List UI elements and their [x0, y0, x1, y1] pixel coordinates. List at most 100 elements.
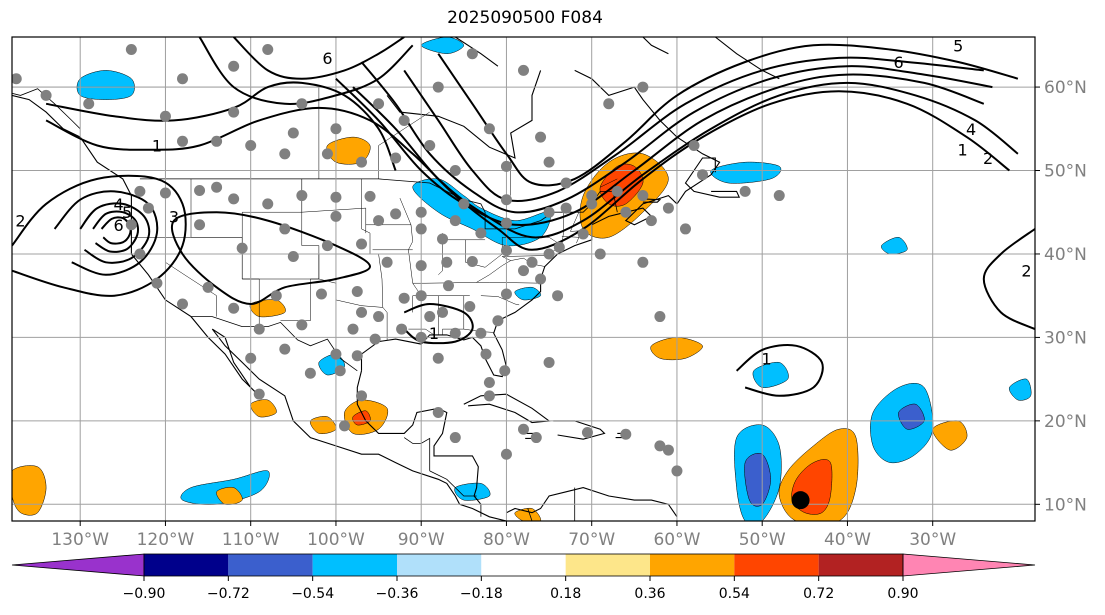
state-border	[476, 260, 511, 283]
station-dot	[202, 281, 214, 293]
station-dot	[304, 367, 316, 379]
station-dot	[586, 190, 598, 202]
storm-marker	[791, 491, 810, 510]
station-dot	[40, 89, 52, 101]
contour-label: 2	[983, 149, 993, 168]
station-dot	[535, 131, 547, 143]
station-dot	[611, 185, 623, 197]
station-dot	[560, 202, 572, 214]
station-dot	[560, 177, 572, 189]
marker-layer	[791, 491, 810, 510]
station-dot	[330, 348, 342, 360]
anomaly-region	[216, 487, 243, 505]
station-dot	[373, 215, 385, 227]
station-dot	[620, 206, 632, 218]
station-dot	[398, 292, 410, 304]
station-dot	[338, 420, 350, 432]
station-dot	[287, 127, 299, 139]
coastline	[684, 157, 741, 198]
station-dot	[194, 185, 206, 197]
station-dot	[236, 242, 248, 254]
lon-tick-label: 120°W	[137, 530, 195, 550]
station-dot	[464, 301, 476, 313]
contour-line	[403, 56, 984, 202]
station-dot	[369, 333, 381, 345]
anomaly-region	[710, 161, 782, 184]
station-dot	[211, 135, 223, 147]
colorbar-tick-label: 0.72	[803, 586, 834, 602]
map-frame	[11, 36, 1036, 522]
lat-tick-label: 30°N	[1044, 328, 1087, 348]
station-dot	[499, 365, 511, 377]
station-dot	[432, 81, 444, 93]
state-border	[408, 328, 435, 336]
station-dot	[437, 233, 449, 245]
station-dot	[279, 343, 291, 355]
station-dot	[424, 139, 436, 151]
anomaly-region	[420, 37, 465, 54]
contour-label: 3	[169, 207, 179, 226]
country-borders-layer	[12, 88, 618, 521]
station-dot	[500, 245, 512, 257]
contour-label: 4	[113, 195, 123, 214]
contour-label: 6	[322, 49, 332, 68]
contour-line	[232, 37, 405, 80]
state-border	[412, 282, 543, 284]
station-dot	[356, 156, 368, 168]
contour-label: 4	[966, 120, 976, 139]
contour-line	[79, 202, 151, 264]
country-border	[429, 470, 477, 497]
country-border	[527, 508, 533, 521]
station-dot	[356, 390, 368, 402]
country-border	[403, 437, 431, 471]
station-dot	[83, 98, 95, 110]
station-dot	[315, 288, 327, 300]
colorbar-segment	[650, 554, 735, 576]
anomaly-region	[309, 416, 337, 434]
colorbar-tick-label: 0.36	[634, 586, 665, 602]
colorbar-tick-label: 0.54	[719, 586, 750, 602]
station-dot	[270, 290, 282, 302]
colorbar-segment	[481, 554, 566, 576]
station-dot	[543, 206, 555, 218]
station-dot	[415, 260, 427, 272]
station-dot	[480, 348, 492, 360]
country-border	[191, 316, 358, 372]
station-dot	[228, 106, 240, 118]
lat-tick-label: 60°N	[1044, 78, 1087, 98]
station-dot	[466, 48, 478, 60]
station-dot	[12, 73, 22, 85]
lat-tick-label: 50°N	[1044, 162, 1087, 182]
axis-labels-layer: 130°W 120°W 110°W 100°W 90°W 80°W 70°W 60°W 50°W…	[51, 78, 1087, 550]
station-dot	[287, 250, 299, 262]
colorbar-segment	[228, 554, 313, 576]
state-border	[131, 237, 379, 280]
station-dot	[279, 223, 291, 235]
map-title: 2025090500 F084	[447, 8, 603, 28]
station-dot	[449, 327, 461, 339]
station-dot	[697, 169, 709, 181]
station-dot	[552, 290, 564, 302]
station-dot	[432, 407, 444, 419]
station-dot	[347, 323, 359, 335]
station-dot	[449, 432, 461, 444]
station-dot	[415, 290, 427, 302]
station-dot	[330, 123, 342, 135]
anomaly-region	[249, 299, 286, 318]
anomaly-region	[599, 163, 644, 207]
station-dot	[500, 217, 512, 229]
station-dot	[530, 432, 542, 444]
colorbar: −0.90 −0.72 −0.54 −0.36 −0.18 0.18 0.36 0.54 0.7…	[11, 553, 1036, 602]
station-dot	[296, 98, 308, 110]
station-dot	[125, 219, 137, 231]
stations-layer	[12, 44, 785, 477]
station-dot	[356, 238, 368, 250]
contour-label: 2	[1021, 262, 1031, 281]
lon-tick-label: 60°W	[653, 530, 700, 550]
contour-label: 5	[122, 203, 132, 222]
province-border	[600, 178, 618, 188]
station-dot	[432, 352, 444, 364]
station-dot	[296, 190, 308, 202]
coastline	[356, 370, 482, 505]
coastline	[553, 420, 606, 440]
